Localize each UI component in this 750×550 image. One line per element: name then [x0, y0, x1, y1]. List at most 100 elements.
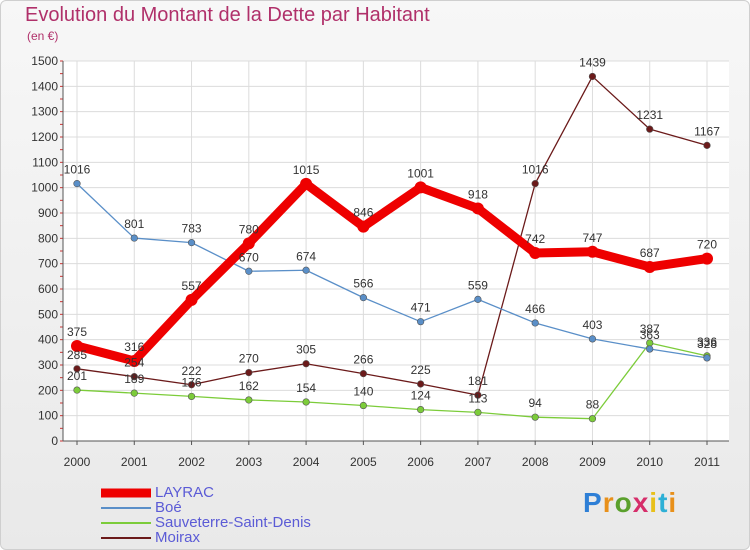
x-tick-label: 2011	[694, 455, 720, 469]
data-label: 162	[239, 379, 259, 393]
y-tick-label: 400	[38, 333, 58, 347]
data-label: 113	[468, 391, 487, 405]
data-point	[531, 319, 539, 327]
data-point	[529, 247, 542, 260]
data-point	[474, 408, 482, 416]
logo-letter: t	[658, 487, 669, 518]
data-point	[130, 373, 138, 381]
series-group	[71, 72, 713, 423]
x-tick-label: 2005	[350, 455, 377, 469]
data-label: 846	[353, 206, 373, 220]
data-point	[588, 415, 597, 423]
data-label: 747	[582, 231, 602, 245]
y-tick-label: 1500	[31, 54, 58, 68]
data-label: 720	[697, 238, 717, 252]
y-tick-label: 300	[38, 358, 58, 372]
data-point	[300, 177, 313, 190]
data-point	[128, 354, 141, 367]
logo-letter: o	[614, 487, 633, 518]
data-label: 801	[124, 217, 144, 231]
legend-label-layrac: LAYRAC	[155, 484, 214, 501]
data-point	[701, 252, 713, 265]
data-label: 201	[67, 369, 87, 383]
data-point	[187, 239, 196, 247]
data-point	[245, 396, 253, 404]
x-tick-label: 2006	[407, 455, 434, 469]
legend-label-boe: Boé	[155, 499, 182, 516]
data-point	[130, 389, 138, 397]
data-label: 328	[697, 337, 717, 351]
y-tick-label: 600	[38, 282, 58, 296]
data-point	[359, 294, 367, 302]
data-label: 780	[239, 222, 259, 236]
data-label: 254	[124, 356, 144, 370]
data-label: 140	[353, 385, 373, 399]
data-point	[185, 293, 198, 306]
data-point	[245, 369, 253, 377]
data-label: 94	[529, 396, 543, 410]
data-point	[588, 72, 597, 81]
chart-title: Evolution du Montant de la Dette par Hab…	[25, 4, 430, 26]
data-label: 674	[296, 249, 316, 263]
y-tick-label: 1400	[31, 79, 58, 93]
data-label: 1001	[407, 166, 434, 180]
y-tick-label: 700	[38, 257, 58, 271]
x-tick-label: 2002	[178, 455, 205, 469]
data-point	[417, 380, 425, 388]
data-label: 88	[586, 398, 600, 412]
x-tick-label: 2010	[636, 455, 663, 469]
data-label: 670	[239, 250, 259, 264]
axes: 0 100 200 300 400 500 600 700 800 900 1000 1100 1200…	[31, 54, 729, 469]
y-tick-label: 900	[38, 206, 58, 220]
data-point	[414, 181, 427, 194]
data-label: 181	[468, 374, 488, 388]
logo-letter: x	[632, 487, 650, 518]
data-label: 266	[353, 353, 373, 367]
data-point	[73, 365, 81, 373]
data-label: 918	[468, 187, 488, 201]
data-label: 1015	[293, 163, 320, 177]
data-label: 403	[582, 318, 602, 332]
data-label: 336	[697, 335, 717, 349]
data-label: 363	[640, 328, 660, 342]
data-label: 1167	[694, 124, 720, 138]
proxiti-logo: Proxiti	[583, 487, 677, 519]
data-point	[130, 234, 138, 242]
x-tick-label: 2003	[235, 455, 262, 469]
x-tick-label: 2000	[64, 455, 91, 469]
legend-swatch-boe	[101, 506, 151, 509]
data-point	[357, 220, 370, 233]
data-point	[474, 391, 482, 399]
data-label: 466	[525, 302, 545, 316]
data-point	[643, 260, 656, 273]
series-line	[76, 183, 708, 359]
data-label: 557	[182, 279, 202, 293]
y-tick-label: 1200	[31, 130, 58, 144]
chart-subtitle: (en €)	[27, 29, 59, 43]
x-tick-label: 2001	[121, 455, 148, 469]
y-tick-label: 500	[38, 307, 58, 321]
data-point	[242, 237, 255, 250]
data-label: 189	[124, 372, 144, 386]
data-label: 1231	[636, 108, 663, 122]
data-label: 225	[411, 363, 431, 377]
y-tick-label: 1100	[32, 155, 58, 169]
plot-area	[63, 61, 729, 441]
data-label: 1439	[579, 55, 606, 69]
data-point	[302, 398, 310, 406]
y-tick-label: 0	[51, 434, 58, 448]
logo-letter: r	[602, 487, 615, 518]
legend-label-sauveterre: Sauveterre-Saint-Denis	[155, 514, 311, 531]
data-point	[531, 180, 539, 188]
data-label: 1016	[64, 163, 91, 177]
x-tick-label: 2009	[579, 455, 606, 469]
data-point	[586, 245, 599, 258]
data-point	[73, 180, 81, 188]
series-line	[76, 342, 708, 420]
x-tick-label: 2008	[522, 455, 549, 469]
data-label: 471	[411, 301, 431, 315]
logo-letter: i	[668, 487, 678, 518]
data-label: 387	[640, 322, 660, 336]
series-line	[75, 179, 708, 366]
data-label: 270	[239, 352, 259, 366]
